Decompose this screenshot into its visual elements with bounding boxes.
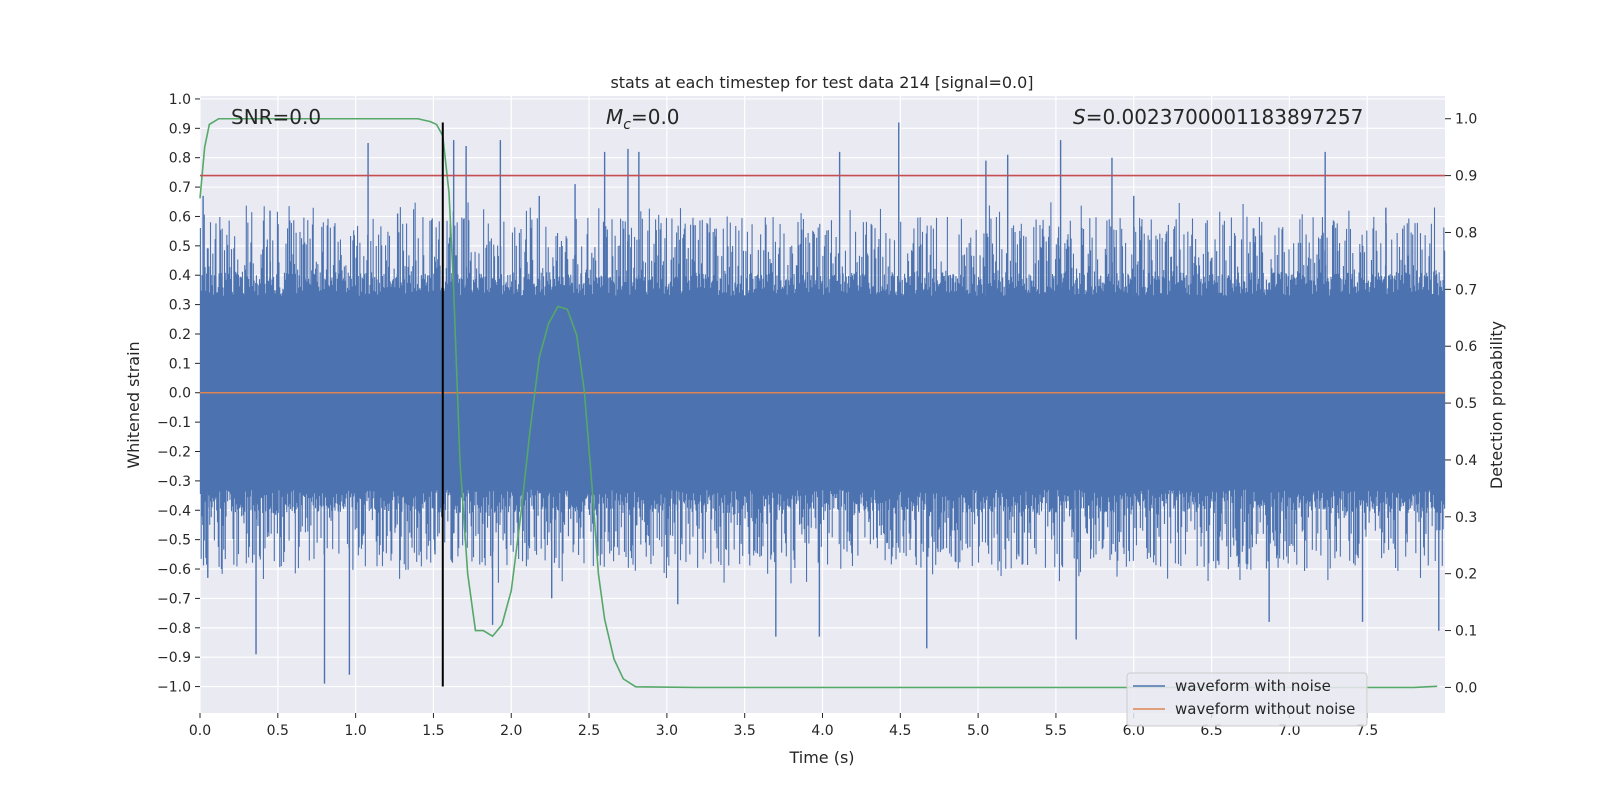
y2-tick-label-8: 0.2 [1455, 567, 1477, 583]
annotation-chirp-mass: Mc=0.0 [606, 105, 680, 133]
y-tick-label-20: −1.0 [157, 680, 191, 696]
y2-tick-label-7: 0.3 [1455, 510, 1477, 526]
x-tick-label-3: 1.5 [422, 723, 444, 739]
y-tick-label-7: 0.3 [169, 298, 191, 314]
y-tick-label-14: −0.4 [157, 503, 191, 519]
x-tick-label-6: 3.0 [656, 723, 678, 739]
y-axis-label: Whitened strain [124, 341, 143, 468]
x-tick-label-5: 2.5 [578, 723, 600, 739]
y-tick-label-19: −0.9 [157, 650, 191, 666]
y-tick-label-13: −0.3 [157, 474, 191, 490]
y-tick-label-10: 0.0 [169, 386, 191, 402]
y-tick-label-9: 0.1 [169, 356, 191, 372]
x-tick-label-9: 4.5 [889, 723, 911, 739]
y-tick-label-17: −0.7 [157, 591, 191, 607]
y2-tick-label-0: 1.0 [1455, 112, 1477, 128]
series-line-2 [199, 117, 1438, 689]
legend-label-waveform-without-noise: waveform without noise [1175, 700, 1355, 718]
x-tick-label-1: 0.5 [267, 723, 289, 739]
y-tick-label-5: 0.5 [169, 239, 191, 255]
y-tick-label-8: 0.2 [169, 327, 191, 343]
y2-axis-ticks: 1.0 0.9 0.8 0.7 0.6 0.5 0.4 0.3 0.2 0.1 0.0 [1445, 112, 1477, 696]
s-value: =0.0023700001183897257 [1086, 105, 1364, 129]
legend-box [1126, 672, 1368, 727]
y-tick-label-12: −0.2 [157, 445, 191, 461]
y-tick-label-18: −0.8 [157, 621, 191, 637]
y-tick-label-15: −0.5 [157, 533, 191, 549]
x-tick-label-12: 6.0 [1123, 723, 1145, 739]
y2-tick-label-10: 0.0 [1455, 680, 1477, 696]
y2-tick-label-4: 0.6 [1455, 339, 1477, 355]
legend-label-waveform-with-noise: waveform with noise [1175, 677, 1331, 695]
chirp-mass-value: =0.0 [631, 105, 680, 129]
y-tick-label-1: 0.9 [169, 121, 191, 137]
annotation-snr: SNR=0.0 [231, 105, 321, 129]
y2-tick-label-3: 0.7 [1455, 282, 1477, 298]
y-tick-label-2: 0.8 [169, 151, 191, 167]
x-tick-label-10: 5.0 [967, 723, 989, 739]
y-tick-label-16: −0.6 [157, 562, 191, 578]
y-tick-label-4: 0.6 [169, 209, 191, 225]
y2-axis-label: Detection probability [1487, 321, 1506, 489]
x-tick-label-15: 7.5 [1356, 723, 1378, 739]
chirp-mass-symbol: M [606, 105, 623, 129]
y-tick-label-3: 0.7 [169, 180, 191, 196]
x-tick-label-7: 3.5 [734, 723, 756, 739]
x-axis-ticks: 0.0 0.5 1.0 1.5 2.0 2.5 3.0 3.5 4.0 4.5 5.0 5.5 6.0 6… [189, 713, 1378, 739]
x-tick-label-11: 5.5 [1045, 723, 1067, 739]
y2-tick-label-9: 0.1 [1455, 624, 1477, 640]
x-tick-label-8: 4.0 [811, 723, 833, 739]
x-tick-label-0: 0.0 [189, 723, 211, 739]
chirp-mass-subscript: c [623, 117, 631, 133]
y2-tick-label-6: 0.4 [1455, 453, 1477, 469]
x-tick-label-4: 2.0 [500, 723, 522, 739]
x-axis-label: Time (s) [788, 748, 854, 767]
y2-tick-label-5: 0.5 [1455, 396, 1477, 412]
x-tick-label-13: 6.5 [1200, 723, 1222, 739]
y2-tick-label-1: 0.9 [1455, 169, 1477, 185]
y-tick-label-6: 0.4 [169, 268, 191, 284]
x-tick-label-14: 7.0 [1278, 723, 1300, 739]
series-lines [199, 117, 1445, 689]
y2-tick-label-2: 0.8 [1455, 225, 1477, 241]
y-tick-label-0: 1.0 [169, 92, 191, 108]
x-tick-label-2: 1.0 [344, 723, 366, 739]
y-tick-label-11: −0.1 [157, 415, 191, 431]
y-axis-ticks: 1.0 0.9 0.8 0.7 0.6 0.5 0.4 0.3 0.2 0.1 0.0 −0.1 −0.… [157, 92, 200, 696]
legend: waveform with noise waveform without noi… [1126, 672, 1368, 727]
annotation-s: S=0.0023700001183897257 [1073, 105, 1363, 129]
s-symbol: S [1073, 105, 1086, 129]
chart-title: stats at each timestep for test data 214… [610, 73, 1033, 92]
